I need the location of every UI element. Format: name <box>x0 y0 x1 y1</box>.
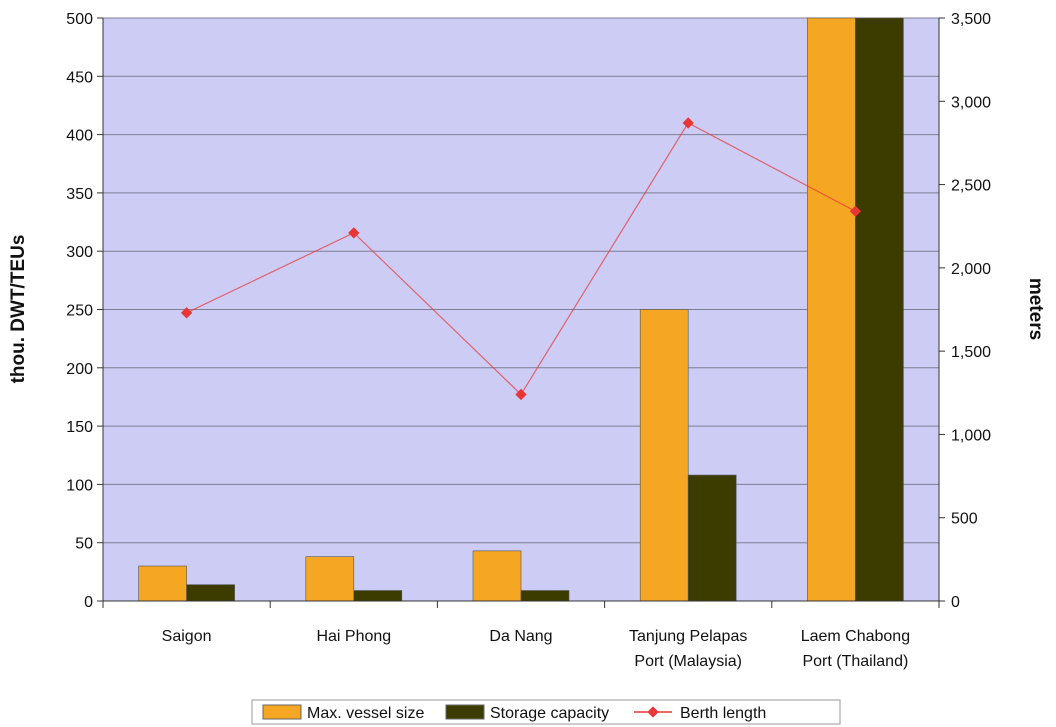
point-berth-length-saigon <box>180 307 193 319</box>
category-label-tanjung-pelapas-port-malaysia-line-2: Port (Malaysia) <box>634 653 742 670</box>
left-tick-label-350: 350 <box>66 186 93 203</box>
bar-max-vessel-size-laem-chabong-port-thailand <box>807 17 856 602</box>
legend-swatch-storage-capacity <box>445 704 485 720</box>
bar-max-vessel-size-hai-phong <box>305 556 355 602</box>
category-label-laem-chabong-port-thailand-line-1: Laem Chabong <box>801 628 910 645</box>
legend-swatch-berth-length-marker <box>647 706 659 718</box>
category-label-tanjung-pelapas-port-malaysia-line-1: Tanjung Pelapas <box>629 628 747 645</box>
right-tick-label-1500: 1,500 <box>951 344 991 361</box>
category-label-hai-phong: Hai Phong <box>316 628 391 645</box>
bar-storage-capacity-tanjung-pelapas-port-malaysia <box>687 474 737 602</box>
left-tick-label-200: 200 <box>66 361 93 378</box>
bar-storage-capacity-hai-phong <box>353 590 403 602</box>
right-tick-label-3500: 3,500 <box>951 11 991 28</box>
left-tick-label-450: 450 <box>66 69 93 86</box>
point-berth-length-da-nang <box>515 388 527 401</box>
point-berth-length-laem-chabong-port-thailand <box>849 205 862 217</box>
right-axis: 0 500 1,000 1,500 2,000 2,500 3,000 3,500 <box>938 11 991 611</box>
left-tick-label-0: 0 <box>84 594 93 611</box>
right-tick-label-2500: 2,500 <box>951 178 991 195</box>
bar-storage-capacity-laem-chabong-port-thailand <box>855 17 904 602</box>
left-tick-label-250: 250 <box>66 303 93 320</box>
left-tick-label-300: 300 <box>66 244 93 261</box>
x-axis: Saigon Hai Phong Da Nang Tanjung Pelapas Por… <box>102 600 940 670</box>
legend-label-max-vessel-size: Max. vessel size <box>307 705 424 722</box>
right-tick-label-1000: 1,000 <box>951 427 991 444</box>
left-tick-label-50: 50 <box>75 536 93 553</box>
bars <box>138 17 904 602</box>
left-tick-label-400: 400 <box>66 128 93 145</box>
left-axis-title: thou. DWT/TEUs <box>8 235 29 384</box>
bar-storage-capacity-da-nang <box>520 590 570 602</box>
legend: Max. vessel size Storage capacity Berth … <box>251 699 841 725</box>
legend-label-storage-capacity: Storage capacity <box>490 705 609 722</box>
left-tick-label-500: 500 <box>66 11 93 28</box>
gridlines <box>103 17 939 602</box>
left-axis: 0 50 100 150 200 250 300 350 400 450 500 <box>66 11 104 611</box>
category-label-da-nang: Da Nang <box>489 628 552 645</box>
legend-swatch-max-vessel-size <box>262 704 302 720</box>
right-tick-label-3000: 3,000 <box>951 94 991 111</box>
category-label-laem-chabong-port-thailand-line-2: Port (Thailand) <box>802 653 908 670</box>
right-axis-title: meters <box>1025 278 1046 340</box>
bar-max-vessel-size-tanjung-pelapas-port-malaysia <box>639 309 689 602</box>
bar-storage-capacity-saigon <box>186 584 235 602</box>
category-label-saigon: Saigon <box>162 628 212 645</box>
left-tick-label-100: 100 <box>66 477 93 494</box>
point-berth-length-hai-phong <box>348 227 360 239</box>
right-tick-label-500: 500 <box>951 511 978 528</box>
right-tick-label-2000: 2,000 <box>951 261 991 278</box>
bar-max-vessel-size-da-nang <box>472 550 522 602</box>
bar-max-vessel-size-saigon <box>138 565 187 602</box>
right-tick-label-0: 0 <box>951 594 960 611</box>
left-tick-label-150: 150 <box>66 419 93 436</box>
legend-box <box>251 699 841 725</box>
legend-label-berth-length: Berth length <box>680 705 766 722</box>
